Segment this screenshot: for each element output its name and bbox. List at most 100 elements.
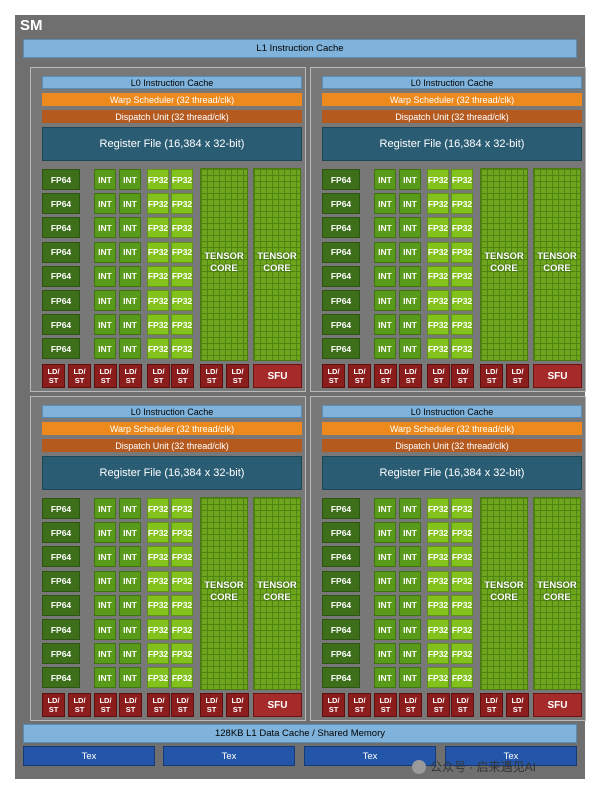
ld-st-label-line2: ST	[405, 376, 416, 385]
l0-instruction-cache: L0 Instruction Cache	[322, 405, 582, 418]
ld-st-label-line1: LD/	[511, 367, 524, 376]
ld-st-label-line2: ST	[232, 376, 243, 385]
ld-st-unit: LD/ST	[427, 364, 450, 388]
warp-scheduler: Warp Scheduler (32 thread/clk)	[322, 422, 582, 435]
ld-st-label: LD/ST	[176, 696, 188, 714]
tex-unit: Tex	[163, 746, 295, 766]
fp32-unit: FP32	[171, 667, 193, 689]
tensor-core: TENSOR CORE	[480, 168, 528, 361]
ld-st-unit: LD/ST	[427, 693, 450, 717]
int-unit: INT	[94, 643, 116, 665]
int-unit: INT	[399, 643, 421, 665]
ld-st-label-line2: ST	[512, 376, 523, 385]
ld-st-unit: LD/ST	[94, 693, 117, 717]
tensor-core-label-line1: TENSOR	[484, 580, 524, 591]
int-unit: INT	[119, 619, 141, 640]
int-unit: INT	[399, 241, 421, 263]
ld-st-label-line1: LD/	[124, 696, 137, 705]
fp64-unit: FP64	[322, 217, 360, 239]
ld-st-label: LD/ST	[99, 367, 111, 385]
int-unit: INT	[399, 169, 421, 190]
int-unit: INT	[374, 217, 396, 239]
ld-st-label-line2: ST	[232, 705, 243, 714]
fp32-unit: FP32	[451, 265, 473, 287]
fp64-unit: FP64	[42, 193, 80, 215]
tensor-core-label-line2: CORE	[263, 263, 291, 274]
int-unit: INT	[374, 338, 396, 360]
fp64-unit: FP64	[42, 522, 80, 544]
ld-st-label-line1: LD/	[124, 367, 137, 376]
int-unit: INT	[374, 169, 396, 190]
tensor-core-label: TENSOR CORE	[201, 580, 247, 604]
tex-unit: Tex	[23, 746, 155, 766]
ld-st-label-line2: ST	[512, 705, 523, 714]
fp32-unit: FP32	[427, 217, 449, 239]
tensor-core-label-line1: TENSOR	[484, 251, 524, 262]
fp64-unit: FP64	[322, 570, 360, 592]
fp64-unit: FP64	[42, 643, 80, 665]
fp64-unit: FP64	[42, 498, 80, 519]
fp32-unit: FP32	[147, 265, 169, 287]
ld-st-label-line1: LD/	[353, 696, 366, 705]
ld-st-label-line2: ST	[177, 705, 188, 714]
ld-st-label-line1: LD/	[73, 696, 86, 705]
fp64-unit: FP64	[42, 619, 80, 640]
processing-block: L0 Instruction Cache Warp Scheduler (32 t…	[30, 67, 306, 392]
ld-st-label-line1: LD/	[327, 367, 340, 376]
ld-st-label-line1: LD/	[152, 696, 165, 705]
ld-st-unit: LD/ST	[374, 364, 397, 388]
ld-st-label: LD/ST	[205, 696, 217, 714]
ld-st-unit: LD/ST	[147, 364, 170, 388]
tensor-core-label-line2: CORE	[263, 592, 291, 603]
ld-st-unit: LD/ST	[94, 364, 117, 388]
tensor-core-label-line2: CORE	[490, 592, 518, 603]
int-unit: INT	[374, 643, 396, 665]
fp32-unit: FP32	[147, 169, 169, 190]
int-unit: INT	[94, 241, 116, 263]
fp32-unit: FP32	[147, 314, 169, 336]
ld-st-label: LD/ST	[47, 367, 59, 385]
ld-st-label-line1: LD/	[327, 696, 340, 705]
fp64-unit: FP64	[322, 193, 360, 215]
tensor-core-label-line1: TENSOR	[257, 251, 297, 262]
int-unit: INT	[94, 522, 116, 544]
ld-st-label: LD/ST	[73, 367, 85, 385]
ld-st-label: LD/ST	[327, 367, 339, 385]
fp32-unit: FP32	[171, 546, 193, 568]
ld-st-label-line2: ST	[153, 705, 164, 714]
fp32-unit: FP32	[147, 570, 169, 592]
int-unit: INT	[119, 338, 141, 360]
ld-st-label: LD/ST	[152, 367, 164, 385]
fp32-unit: FP32	[451, 522, 473, 544]
int-unit: INT	[94, 619, 116, 640]
tensor-core-label: TENSOR CORE	[481, 580, 527, 604]
fp64-unit: FP64	[322, 643, 360, 665]
warp-scheduler: Warp Scheduler (32 thread/clk)	[322, 93, 582, 106]
tensor-core: TENSOR CORE	[253, 168, 301, 361]
ld-st-label-line2: ST	[100, 705, 111, 714]
int-unit: INT	[119, 570, 141, 592]
ld-st-label-line1: LD/	[485, 696, 498, 705]
tensor-core: TENSOR CORE	[253, 497, 301, 690]
ld-st-unit: LD/ST	[506, 693, 529, 717]
ld-st-label-line1: LD/	[176, 367, 189, 376]
fp64-unit: FP64	[42, 169, 80, 190]
int-unit: INT	[119, 498, 141, 519]
fp32-unit: FP32	[427, 667, 449, 689]
fp32-unit: FP32	[451, 169, 473, 190]
watermark-text: 公众号 · 启来遇见AI	[430, 760, 537, 774]
fp64-unit: FP64	[42, 667, 80, 689]
fp32-unit: FP32	[171, 217, 193, 239]
fp64-unit: FP64	[322, 338, 360, 360]
dispatch-unit: Dispatch Unit (32 thread/clk)	[322, 439, 582, 452]
tensor-core: TENSOR CORE	[533, 168, 581, 361]
fp32-unit: FP32	[171, 193, 193, 215]
ld-st-label: LD/ST	[511, 696, 523, 714]
ld-st-label-line1: LD/	[47, 367, 60, 376]
fp32-unit: FP32	[147, 619, 169, 640]
ld-st-unit: LD/ST	[119, 364, 142, 388]
ld-st-label-line1: LD/	[205, 696, 218, 705]
ld-st-label: LD/ST	[404, 696, 416, 714]
fp32-unit: FP32	[171, 338, 193, 360]
fp32-unit: FP32	[171, 265, 193, 287]
